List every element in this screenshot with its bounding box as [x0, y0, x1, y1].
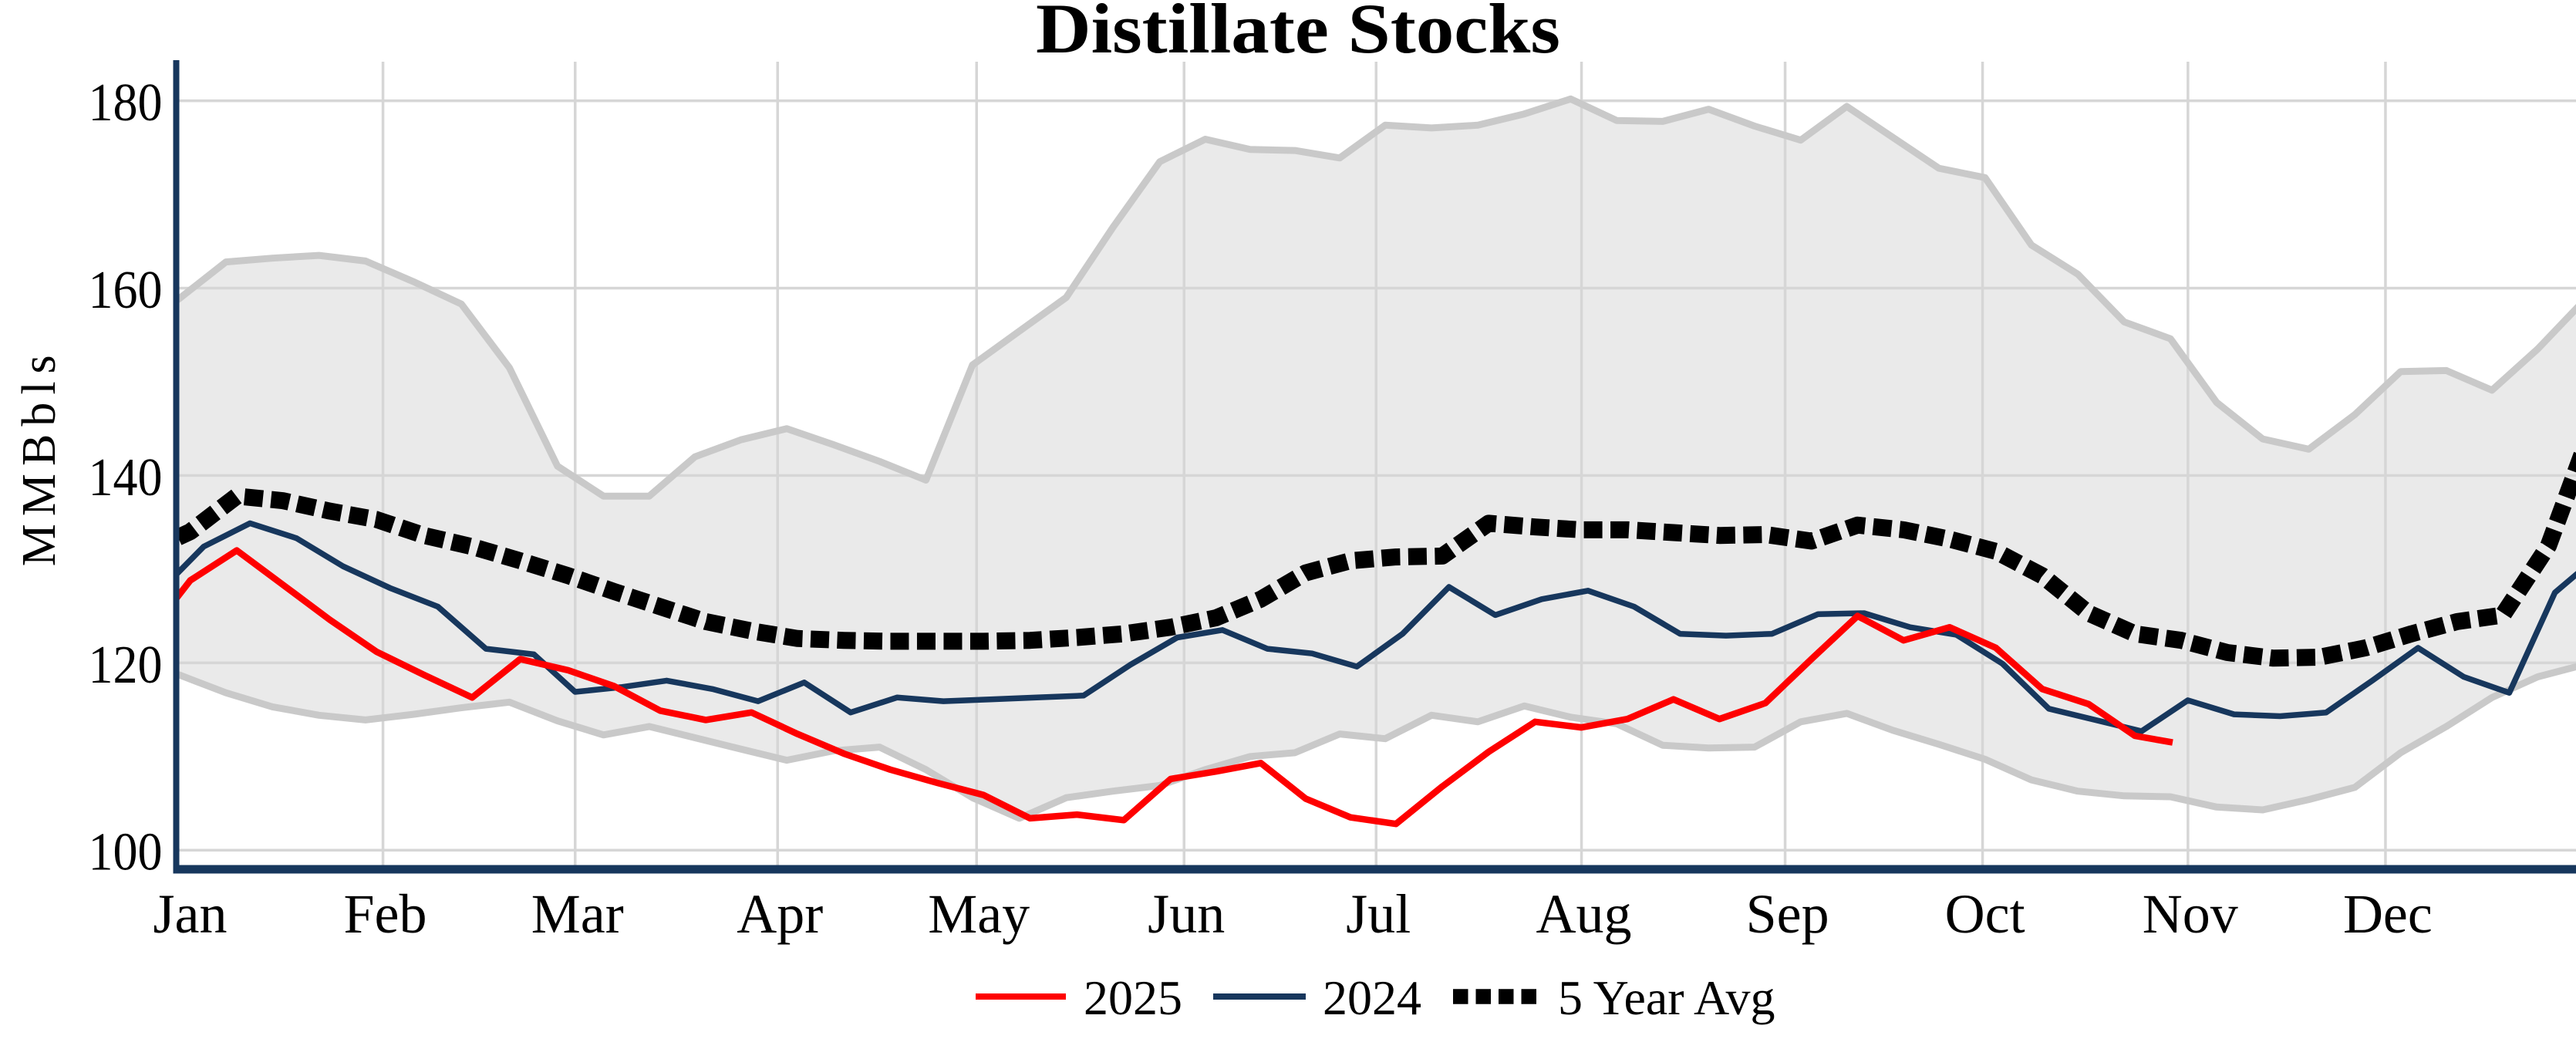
- svg-text:120: 120: [89, 636, 163, 695]
- svg-text:160: 160: [89, 261, 163, 320]
- svg-text:MMBbls: MMBbls: [13, 355, 66, 566]
- svg-text:180: 180: [89, 73, 163, 133]
- svg-text:Feb: Feb: [344, 883, 427, 945]
- svg-text:Apr: Apr: [737, 883, 823, 945]
- svg-text:Sep: Sep: [1746, 883, 1829, 945]
- svg-text:2025: 2025: [1084, 970, 1182, 1025]
- svg-text:May: May: [928, 883, 1030, 945]
- svg-text:Nov: Nov: [2143, 883, 2238, 945]
- svg-text:100: 100: [89, 823, 163, 882]
- svg-text:5 Year Avg: 5 Year Avg: [1558, 970, 1775, 1025]
- svg-text:Jul: Jul: [1346, 883, 1411, 945]
- svg-text:Jan: Jan: [153, 883, 228, 945]
- svg-text:2024: 2024: [1323, 970, 1421, 1025]
- svg-text:Mar: Mar: [531, 883, 624, 945]
- svg-text:140: 140: [89, 448, 163, 508]
- svg-text:Oct: Oct: [1945, 883, 2025, 945]
- svg-text:Distillate Stocks: Distillate Stocks: [1036, 0, 1560, 68]
- svg-text:Aug: Aug: [1536, 883, 1632, 945]
- svg-text:Dec: Dec: [2343, 883, 2433, 945]
- svg-text:Jun: Jun: [1148, 883, 1225, 945]
